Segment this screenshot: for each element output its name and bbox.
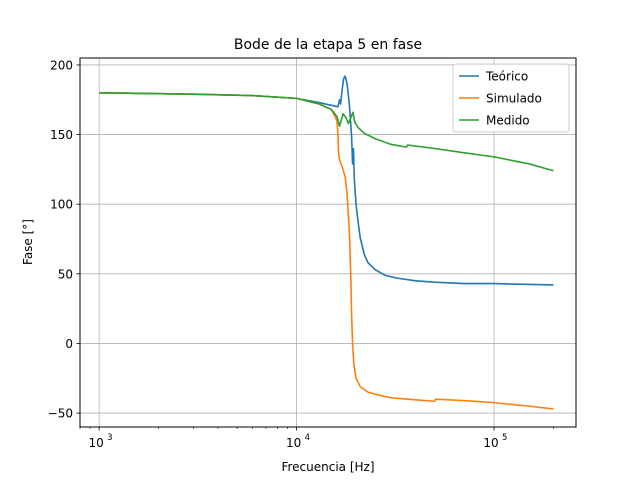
legend-label-0: Teórico [485,70,528,84]
x-tick-label: 10 [483,436,498,450]
x-tick-exponent: 5 [502,433,507,443]
legend-box [452,63,570,133]
x-tick-label: 10 [286,436,301,450]
legend: Teórico Simulado Medido [452,63,570,133]
plot-frame [79,57,577,428]
series-line-0 [99,75,554,286]
y-tick-label: 100 [50,198,73,212]
chart-title: Bode de la etapa 5 en fase [234,37,422,53]
y-axis: 200 150 100 50 0 −50 [48,58,80,421]
x-tick-exponent: 3 [107,433,112,443]
legend-label-1: Simulado [486,92,542,106]
x-axis: 10 3 10 4 10 5 [79,427,554,450]
legend-label-2: Medido [486,114,530,128]
y-tick-label: 50 [58,267,73,281]
y-tick-label: 200 [50,58,73,72]
y-tick-label: −50 [48,407,73,421]
x-tick-label: 10 [88,436,103,450]
series-layer [99,75,554,410]
x-axis-label: Frecuencia [Hz] [281,460,374,474]
y-tick-label: 0 [65,337,73,351]
y-tick-label: 150 [50,128,73,142]
y-axis-label: Fase [°] [21,219,35,265]
series-line-2 [99,92,554,172]
x-tick-exponent: 4 [305,433,310,443]
